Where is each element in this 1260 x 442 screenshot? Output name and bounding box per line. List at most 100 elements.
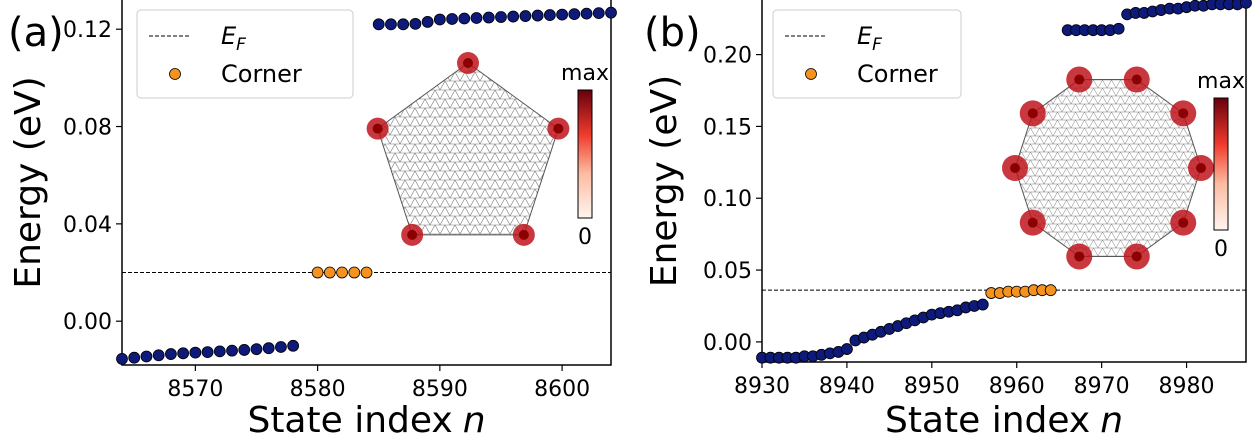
bulk-state-point bbox=[288, 340, 299, 351]
inset-corner-hotspot-core bbox=[1028, 218, 1038, 228]
bulk-state-point bbox=[447, 13, 458, 24]
x-tick-label: 8600 bbox=[534, 377, 590, 402]
y-axis-label: Energy (eV) bbox=[644, 75, 685, 287]
bulk-state-point bbox=[202, 347, 213, 358]
x-tick-label: 8970 bbox=[1074, 374, 1130, 399]
colorbar bbox=[578, 90, 592, 218]
bulk-state-point bbox=[410, 18, 421, 29]
y-tick-label: 0.12 bbox=[63, 18, 112, 43]
inset-corner-hotspot-core bbox=[1178, 218, 1188, 228]
inset-corner-hotspot-core bbox=[519, 230, 529, 240]
y-tick-label: 0.20 bbox=[703, 44, 752, 69]
panel-label: (a) bbox=[8, 10, 64, 56]
y-tick-label: 0.08 bbox=[63, 116, 112, 141]
bulk-state-point bbox=[117, 353, 128, 364]
x-tick-label: 8580 bbox=[290, 377, 346, 402]
bulk-state-point bbox=[606, 7, 617, 18]
bulk-state-point bbox=[1113, 23, 1124, 34]
bulk-state-point bbox=[190, 347, 201, 358]
colorbar-min-label: 0 bbox=[578, 225, 592, 250]
bulk-state-point bbox=[398, 19, 409, 30]
bulk-state-point bbox=[239, 344, 250, 355]
inset-corner-hotspot-core bbox=[463, 58, 473, 68]
inset-corner-hotspot-core bbox=[373, 124, 383, 134]
panel-b: 8930 8940 8950 8960 8970 8980 0.00 0.05 0.10 0.15… bbox=[644, 0, 1252, 441]
inset-corner-hotspot-core bbox=[1132, 75, 1142, 85]
y-tick-label: 0.00 bbox=[703, 331, 752, 356]
y-tick-label: 0.05 bbox=[703, 259, 752, 284]
bulk-state-point bbox=[495, 12, 506, 23]
inset-corner-hotspot-core bbox=[1196, 163, 1206, 173]
corner-state-point bbox=[349, 267, 360, 278]
bulk-state-point bbox=[385, 19, 396, 30]
y-axis-label: Energy (eV) bbox=[8, 76, 49, 288]
corner-state-point bbox=[337, 267, 348, 278]
colorbar-max-label: max bbox=[561, 61, 609, 86]
bulk-state-point bbox=[532, 10, 543, 21]
inset-corner-hotspot-core bbox=[1010, 163, 1020, 173]
bulk-state-point bbox=[581, 8, 592, 19]
x-axis-label-var: n bbox=[1100, 400, 1123, 441]
bulk-state-point bbox=[227, 345, 238, 356]
legend-corner-label: Corner bbox=[221, 60, 302, 88]
x-axis-label-var: n bbox=[463, 400, 486, 441]
y-tick-label: 0.04 bbox=[63, 213, 112, 238]
colorbar bbox=[1214, 98, 1228, 230]
panel-a: 8570 8580 8590 8600 0.00 0.04 0.08 0.12 State in… bbox=[8, 0, 617, 441]
corner-state-point bbox=[324, 267, 335, 278]
x-axis-label-text: State index bbox=[247, 400, 452, 441]
inset-corner-hotspot-core bbox=[407, 230, 417, 240]
bulk-state-point bbox=[153, 350, 164, 361]
inset-corner-hotspot-core bbox=[553, 124, 563, 134]
bulk-state-point bbox=[508, 11, 519, 22]
bulk-state-point bbox=[214, 346, 225, 357]
legend-fermi-symbol: E bbox=[857, 22, 873, 50]
x-tick-label: 8590 bbox=[412, 377, 468, 402]
bulk-state-point bbox=[141, 351, 152, 362]
bulk-state-point bbox=[422, 16, 433, 27]
legend-fermi-subscript: F bbox=[872, 35, 882, 55]
corner-state-point bbox=[361, 267, 372, 278]
panel-label: (b) bbox=[644, 10, 701, 56]
bulk-state-point bbox=[977, 299, 988, 310]
corner-state-point bbox=[1045, 285, 1056, 296]
x-axis-label-text: State index bbox=[885, 400, 1090, 441]
bulk-state-point bbox=[471, 13, 482, 24]
bulk-state-point bbox=[841, 344, 852, 355]
x-axis-label: State index n bbox=[885, 400, 1123, 441]
bulk-state-point bbox=[459, 13, 470, 24]
bulk-state-point bbox=[569, 9, 580, 20]
bulk-state-point bbox=[165, 349, 176, 360]
x-tick-label: 8570 bbox=[167, 377, 223, 402]
bulk-state-point bbox=[263, 343, 274, 354]
y-tick-label: 0.00 bbox=[63, 310, 112, 335]
x-axis-label: State index n bbox=[247, 400, 485, 441]
x-tick-label: 8980 bbox=[1159, 374, 1215, 399]
colorbar-max-label: max bbox=[1197, 69, 1245, 94]
inset-corner-hotspot-core bbox=[1074, 75, 1084, 85]
bulk-state-point bbox=[275, 341, 286, 352]
bulk-state-point bbox=[178, 348, 189, 359]
x-tick-label: 8930 bbox=[734, 374, 790, 399]
bulk-state-point bbox=[251, 344, 262, 355]
bulk-state-point bbox=[557, 9, 568, 20]
y-tick-label: 0.15 bbox=[703, 115, 752, 140]
legend-fermi-symbol: E bbox=[221, 22, 237, 50]
legend-fermi-subscript: F bbox=[236, 35, 246, 55]
inset-corner-hotspot-core bbox=[1178, 108, 1188, 118]
bulk-state-point bbox=[544, 10, 555, 21]
colorbar-min-label: 0 bbox=[1214, 237, 1228, 262]
corner-state-point bbox=[312, 267, 323, 278]
inset-corner-hotspot-core bbox=[1074, 251, 1084, 261]
legend-corner-swatch bbox=[170, 69, 181, 80]
bulk-state-point bbox=[1241, 0, 1252, 8]
inset-corner-hotspot-core bbox=[1028, 108, 1038, 118]
bulk-state-point bbox=[593, 8, 604, 19]
legend-corner-swatch bbox=[806, 69, 817, 80]
bulk-state-point bbox=[434, 14, 445, 25]
bulk-state-point bbox=[483, 12, 494, 23]
x-tick-label: 8940 bbox=[819, 374, 875, 399]
bulk-state-point bbox=[520, 11, 531, 22]
x-tick-label: 8950 bbox=[904, 374, 960, 399]
